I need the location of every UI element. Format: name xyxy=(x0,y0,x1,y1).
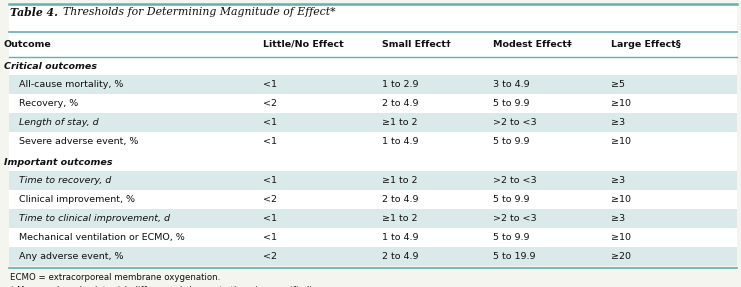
Text: Outcome: Outcome xyxy=(4,40,51,49)
Text: >2 to <3: >2 to <3 xyxy=(493,176,536,185)
Text: Clinical improvement, %: Clinical improvement, % xyxy=(19,195,135,204)
Text: ECMO = extracorporeal membrane oxygenation.: ECMO = extracorporeal membrane oxygenati… xyxy=(10,273,221,282)
Text: Thresholds for Determining Magnitude of Effect*: Thresholds for Determining Magnitude of … xyxy=(56,7,336,17)
Text: 5 to 9.9: 5 to 9.9 xyxy=(493,233,529,242)
Text: 5 to 19.9: 5 to 19.9 xyxy=(493,252,535,261)
Text: Time to recovery, d: Time to recovery, d xyxy=(19,176,110,185)
Text: Length of stay, d: Length of stay, d xyxy=(19,118,98,127)
Text: 1 to 4.9: 1 to 4.9 xyxy=(382,137,418,146)
Text: ≥1 to 2: ≥1 to 2 xyxy=(382,214,417,223)
Text: Recovery, %: Recovery, % xyxy=(19,99,78,108)
Text: 2 to 4.9: 2 to 4.9 xyxy=(382,99,418,108)
Text: * Measured as absolute risk difference (when not otherwise specified).: * Measured as absolute risk difference (… xyxy=(10,286,316,287)
Text: 5 to 9.9: 5 to 9.9 xyxy=(493,99,529,108)
Text: ≥10: ≥10 xyxy=(611,137,631,146)
Text: Modest Effect‡: Modest Effect‡ xyxy=(493,40,571,49)
Text: <1: <1 xyxy=(263,137,277,146)
Text: <1: <1 xyxy=(263,80,277,89)
Text: <2: <2 xyxy=(263,99,277,108)
Text: Time to clinical improvement, d: Time to clinical improvement, d xyxy=(19,214,170,223)
Bar xyxy=(9,209,737,228)
Text: ≥10: ≥10 xyxy=(611,233,631,242)
Text: Critical outcomes: Critical outcomes xyxy=(4,62,97,71)
Bar xyxy=(9,247,737,266)
Text: Large Effect§: Large Effect§ xyxy=(611,40,681,49)
Bar xyxy=(9,113,737,132)
Text: ≥1 to 2: ≥1 to 2 xyxy=(382,176,417,185)
Text: >2 to <3: >2 to <3 xyxy=(493,118,536,127)
Bar xyxy=(9,4,737,248)
Text: Mechanical ventilation or ECMO, %: Mechanical ventilation or ECMO, % xyxy=(19,233,185,242)
Text: <1: <1 xyxy=(263,214,277,223)
Text: ≥10: ≥10 xyxy=(611,195,631,204)
Text: 3 to 4.9: 3 to 4.9 xyxy=(493,80,529,89)
Text: <1: <1 xyxy=(263,233,277,242)
Text: Little/No Effect: Little/No Effect xyxy=(263,40,344,49)
Text: Severe adverse event, %: Severe adverse event, % xyxy=(19,137,138,146)
Text: Table 4.: Table 4. xyxy=(10,7,59,18)
Text: <1: <1 xyxy=(263,118,277,127)
Text: Important outcomes: Important outcomes xyxy=(4,158,112,167)
Text: ≥10: ≥10 xyxy=(611,99,631,108)
Text: <1: <1 xyxy=(263,176,277,185)
Text: 5 to 9.9: 5 to 9.9 xyxy=(493,195,529,204)
Text: All-cause mortality, %: All-cause mortality, % xyxy=(19,80,123,89)
Text: >2 to <3: >2 to <3 xyxy=(493,214,536,223)
Text: ≥1 to 2: ≥1 to 2 xyxy=(382,118,417,127)
Text: ≥3: ≥3 xyxy=(611,176,625,185)
Text: ≥3: ≥3 xyxy=(611,118,625,127)
Text: Any adverse event, %: Any adverse event, % xyxy=(19,252,123,261)
Text: <2: <2 xyxy=(263,195,277,204)
Text: <2: <2 xyxy=(263,252,277,261)
Bar xyxy=(9,75,737,94)
Text: 5 to 9.9: 5 to 9.9 xyxy=(493,137,529,146)
Text: ≥20: ≥20 xyxy=(611,252,631,261)
Text: ≥5: ≥5 xyxy=(611,80,625,89)
Text: 1 to 4.9: 1 to 4.9 xyxy=(382,233,418,242)
Text: 2 to 4.9: 2 to 4.9 xyxy=(382,195,418,204)
Text: ≥3: ≥3 xyxy=(611,214,625,223)
Text: Small Effect†: Small Effect† xyxy=(382,40,451,49)
Bar xyxy=(9,171,737,190)
Text: 1 to 2.9: 1 to 2.9 xyxy=(382,80,418,89)
Text: 2 to 4.9: 2 to 4.9 xyxy=(382,252,418,261)
